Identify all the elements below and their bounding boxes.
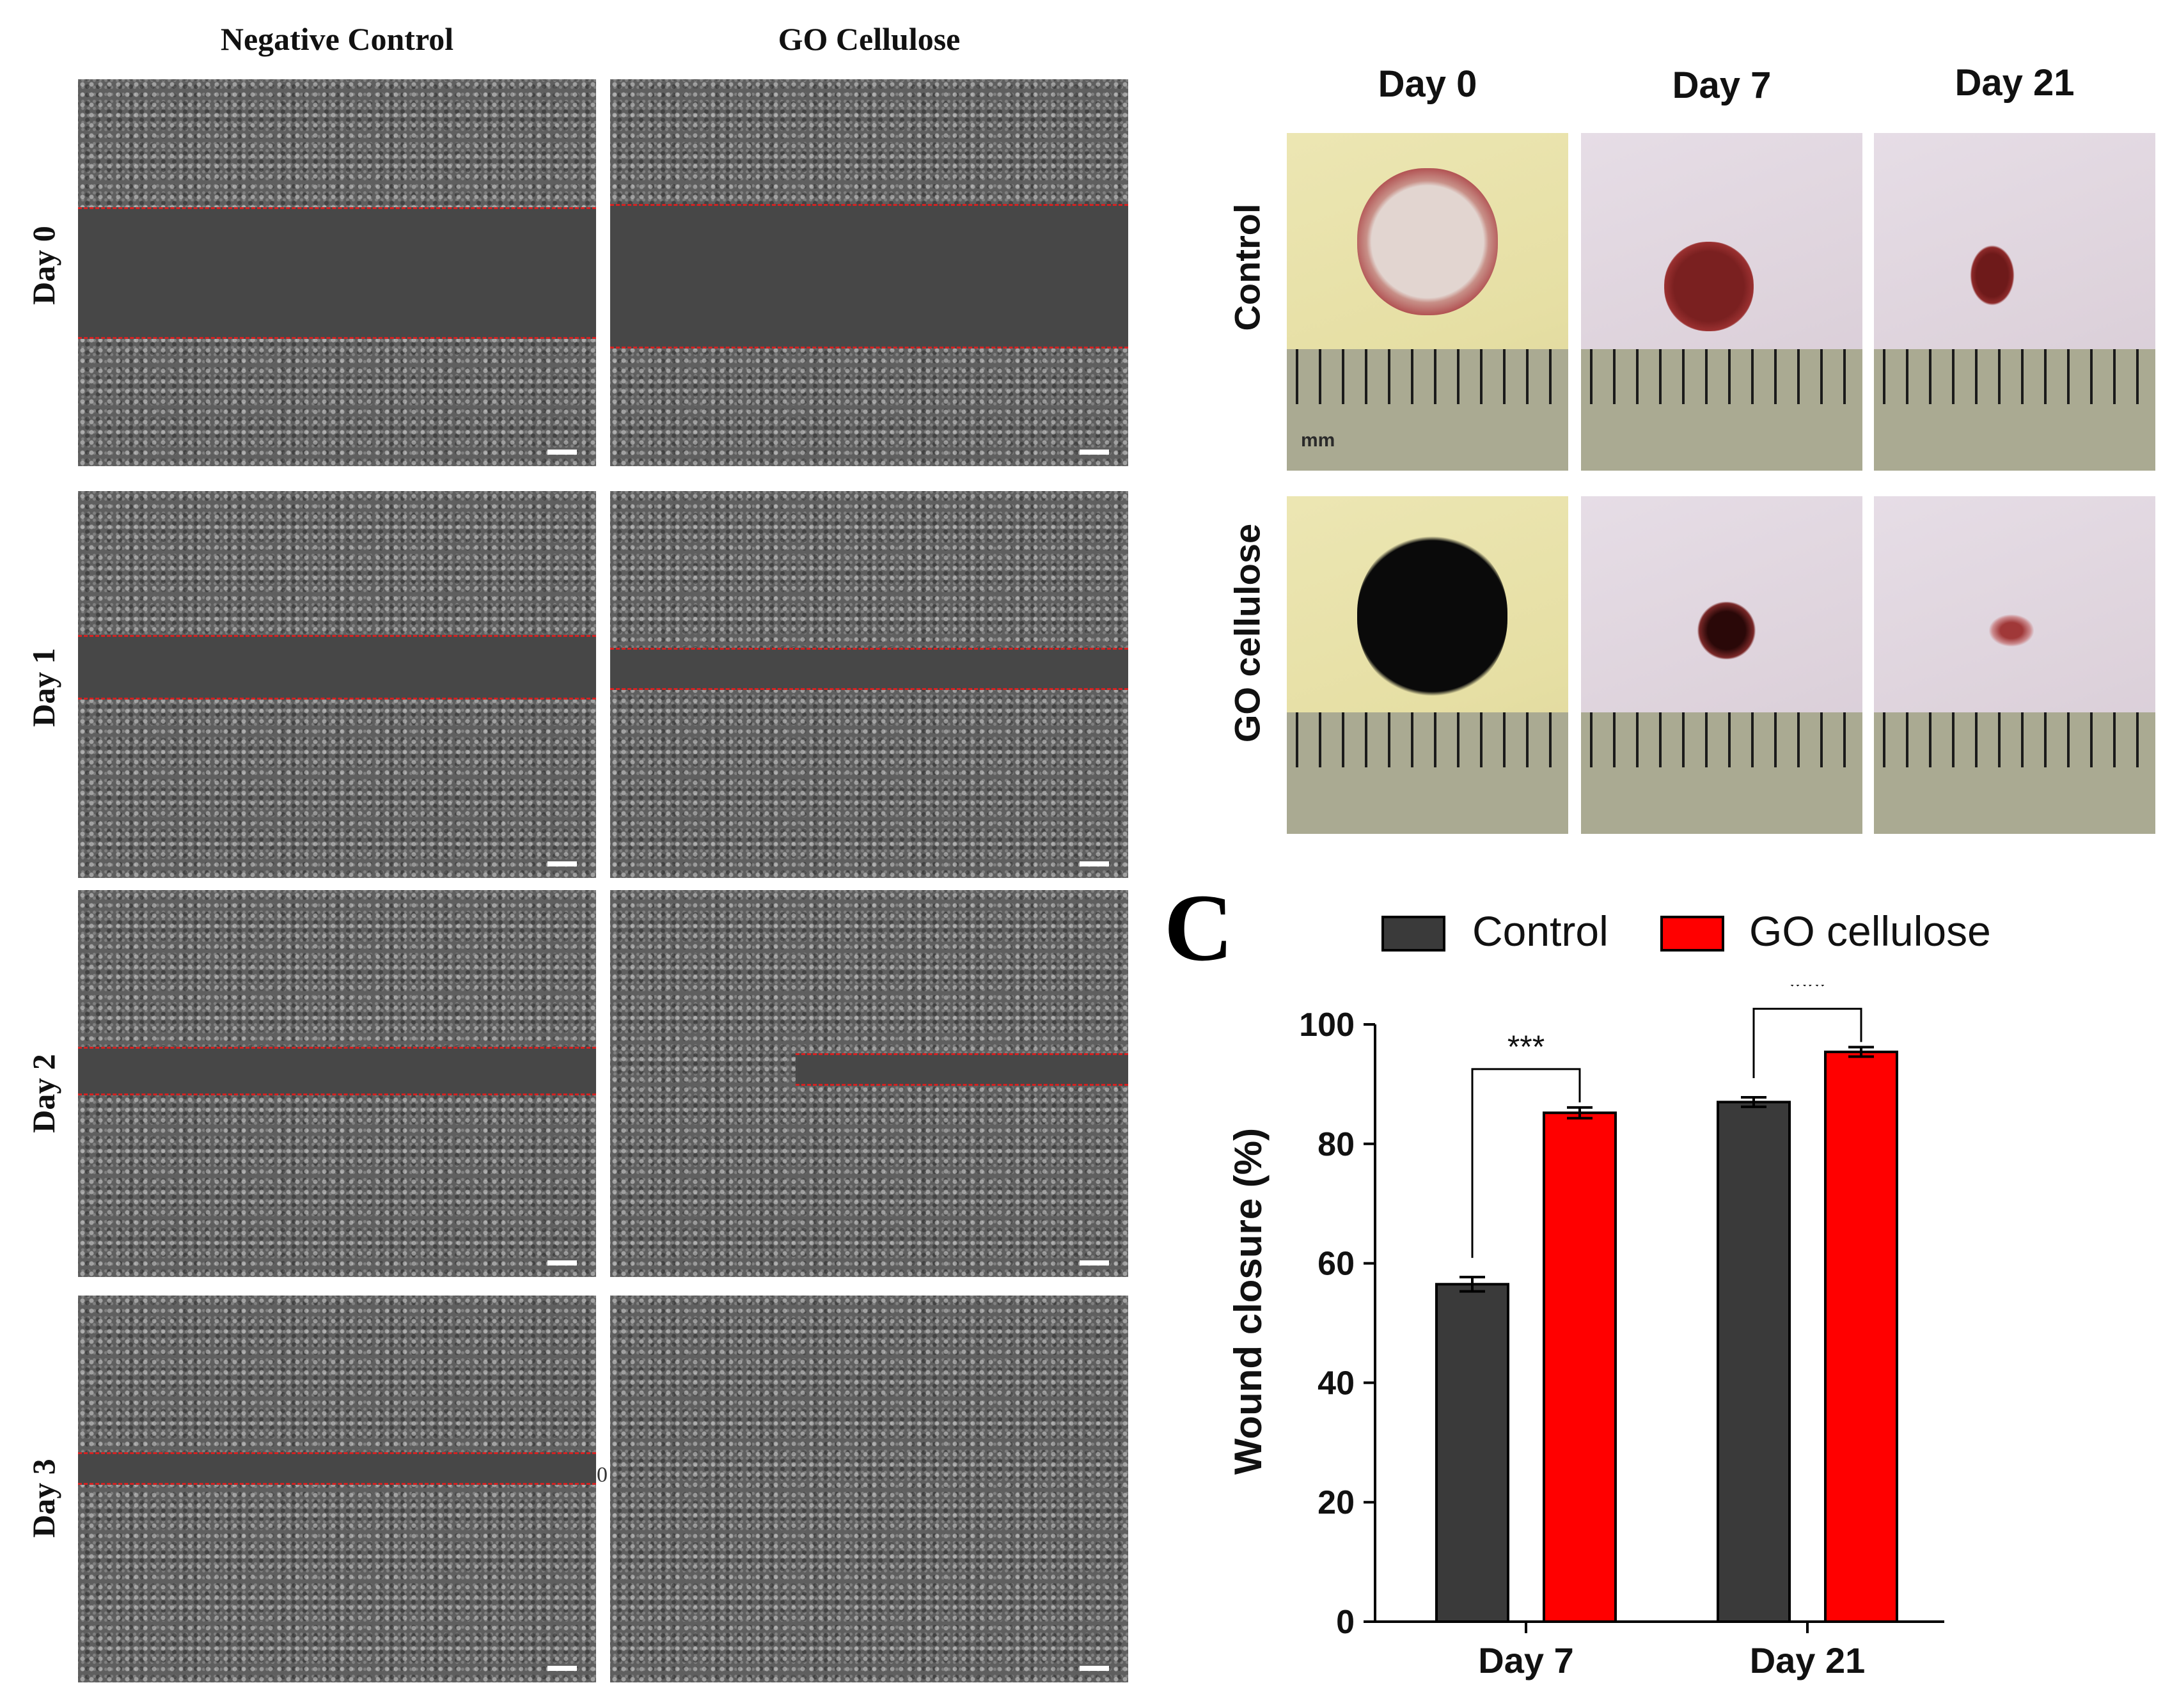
significance-label: *** — [1789, 985, 1826, 1004]
significance-bracket — [1752, 1007, 1862, 1078]
y-tick-label: 60 — [1318, 1246, 1355, 1283]
micrograph-go-day-0 — [610, 79, 1128, 466]
wound-closure-bar-chart: Wound closure (%) 0 20 40 60 80 100 Day 7 *** Da… — [1227, 985, 1944, 1681]
row-label-day-2: Day 2 — [26, 1054, 61, 1133]
wound-area — [1970, 245, 2015, 306]
micrograph-control-day-1 — [78, 491, 596, 878]
row-label-day-1: Day 1 — [26, 648, 61, 727]
micrograph-go-day-3 — [610, 1296, 1128, 1682]
scratch-gap — [610, 204, 1128, 349]
bars-layer — [1435, 1007, 1898, 1624]
scratch-gap — [78, 207, 596, 339]
significance-label: *** — [1507, 1029, 1545, 1065]
photo-col-header-day-21: Day 21 — [1955, 62, 2075, 104]
y-axis-label: Wound closure (%) — [1227, 1128, 1270, 1475]
significance-bracket — [1471, 1068, 1581, 1258]
bar-control — [1717, 1101, 1791, 1624]
row-label-day-0: Day 0 — [26, 226, 61, 305]
scale-bar — [547, 450, 577, 455]
wound-area — [1357, 168, 1498, 315]
wound-photo-control-day-7 — [1581, 133, 1862, 471]
micrograph-control-day-2 — [78, 890, 596, 1277]
labels-layer: 0 20 40 60 80 100 Day 7 *** Day 21 *** — [1299, 985, 1865, 1681]
row-label-day-3: Day 3 — [26, 1459, 61, 1538]
scratch-gap — [78, 635, 596, 700]
scratch-gap — [78, 1047, 596, 1095]
legend-label-go-cellulose: GO cellulose — [1749, 907, 1991, 955]
ruler — [1874, 712, 2155, 834]
legend-swatch-go-cellulose — [1660, 916, 1724, 952]
stray-label: 0 — [597, 1463, 608, 1487]
wound-photo-control-day-21 — [1874, 133, 2155, 471]
wound-area — [1696, 602, 1757, 659]
scale-bar — [1080, 861, 1109, 866]
bar-go-cellulose — [1543, 1111, 1617, 1623]
wound-area — [1357, 535, 1507, 698]
wound-photo-go-day-0 — [1287, 496, 1568, 834]
panel-label-c: C — [1164, 875, 1234, 981]
ruler — [1287, 349, 1568, 471]
scale-bar — [547, 1260, 577, 1265]
ruler — [1287, 712, 1568, 834]
col-header-go-cellulose: GO Cellulose — [778, 21, 961, 57]
scale-bar — [547, 1666, 577, 1671]
x-tick-label: Day 21 — [1750, 1640, 1866, 1681]
micrograph-go-day-1 — [610, 491, 1128, 878]
wound-area — [1664, 242, 1754, 331]
photo-row-label-control: Control — [1227, 203, 1268, 331]
scale-bar — [1080, 1666, 1109, 1671]
micrograph-control-day-3 — [78, 1296, 596, 1682]
legend-swatch-control — [1381, 916, 1445, 952]
micrograph-control-day-0 — [78, 79, 596, 466]
photo-col-header-day-0: Day 0 — [1378, 63, 1477, 105]
scratch-gap — [796, 1053, 1128, 1086]
ruler — [1874, 349, 2155, 471]
scale-bar — [1080, 1260, 1109, 1265]
y-tick-label: 0 — [1336, 1604, 1355, 1641]
scratch-gap — [610, 648, 1128, 690]
photo-col-header-day-7: Day 7 — [1672, 65, 1772, 106]
wound-area — [1989, 615, 2034, 646]
scale-bar — [1080, 450, 1109, 455]
wound-photo-go-day-21 — [1874, 496, 2155, 834]
y-tick-label: 40 — [1318, 1365, 1355, 1402]
photo-row-label-go-cellulose: GO cellulose — [1227, 523, 1268, 743]
scale-bar — [547, 861, 577, 866]
ruler-unit-label: mm — [1301, 430, 1335, 451]
axes-layer — [1364, 1023, 1944, 1633]
bar-control — [1435, 1283, 1509, 1624]
y-tick-label: 100 — [1299, 1007, 1355, 1044]
scratch-gap — [78, 1452, 596, 1485]
wound-photo-go-day-7 — [1581, 496, 1862, 834]
micrograph-go-day-2 — [610, 890, 1128, 1277]
ruler — [1581, 349, 1862, 471]
col-header-negative-control: Negative Control — [220, 21, 454, 57]
ruler — [1581, 712, 1862, 834]
y-tick-label: 80 — [1318, 1126, 1355, 1163]
legend-label-control: Control — [1472, 907, 1609, 955]
wound-photo-control-day-0: mm — [1287, 133, 1568, 471]
y-tick-label: 20 — [1318, 1484, 1355, 1521]
bar-go-cellulose — [1824, 1050, 1898, 1624]
x-tick-label: Day 7 — [1478, 1640, 1573, 1681]
